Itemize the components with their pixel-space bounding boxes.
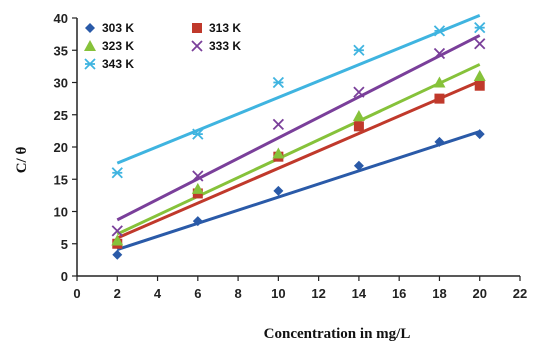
legend-label-343-k: 343 K [102, 57, 134, 71]
legend-label-333-k: 333 K [209, 39, 241, 53]
data-point-343-k [474, 22, 486, 34]
data-point-333-k [433, 47, 446, 60]
data-point-343-k [433, 25, 446, 37]
x-tick-label: 16 [392, 286, 406, 301]
data-point-313-k [353, 121, 364, 132]
fit-line-323-k [116, 63, 481, 236]
fit-line-343-k [116, 14, 481, 165]
x-marker-stroke [272, 118, 285, 131]
y-axis-title: C/ θ [14, 147, 30, 174]
legend-label-323-k: 323 K [102, 39, 134, 53]
data-point-313-k [434, 93, 445, 104]
legend-marker-343-k [84, 58, 96, 70]
legend-marker-303-k [85, 23, 95, 33]
data-point-323-k [473, 70, 486, 82]
x-marker-stroke [192, 170, 204, 182]
x-tick-label: 4 [154, 286, 162, 301]
data-point-343-k [272, 76, 285, 89]
data-point-323-k [191, 182, 204, 194]
fit-line-303-k [116, 130, 481, 251]
data-point-303-k [353, 160, 364, 171]
data-point-343-k [111, 167, 123, 179]
x-tick-label: 14 [352, 286, 367, 301]
data-point-333-k [272, 118, 285, 131]
y-tick-label: 40 [54, 11, 68, 26]
fit-line-333-k [116, 34, 481, 222]
data-point-343-k [192, 128, 204, 140]
y-tick-label: 0 [61, 269, 68, 284]
data-point-303-k [273, 185, 284, 196]
data-point-303-k [434, 136, 445, 147]
data-point-323-k [111, 234, 124, 246]
data-point-333-k [192, 170, 204, 182]
x-marker-stroke [353, 86, 365, 98]
data-point-303-k [112, 249, 123, 260]
data-point-333-k [353, 86, 365, 98]
x-tick-label: 8 [234, 286, 241, 301]
data-point-333-k [474, 38, 486, 50]
data-point-313-k [474, 80, 485, 91]
x-marker-stroke [191, 40, 203, 52]
legend-marker-313-k [192, 23, 202, 33]
y-tick-label: 25 [54, 108, 68, 123]
y-tick-label: 35 [54, 43, 68, 58]
legend: 303 K 313 K 323 K 333 K 343 K [84, 21, 241, 71]
x-tick-label: 12 [311, 286, 325, 301]
y-tick-label: 5 [61, 237, 68, 252]
data-points [111, 22, 486, 260]
x-tick-label: 2 [114, 286, 121, 301]
axes: 0 2 4 6 8 10 12 14 16 18 20 22 0 5 10 15 20 25 30 35 40 [54, 11, 528, 301]
x-tick-label: 18 [432, 286, 446, 301]
data-point-343-k [353, 44, 365, 56]
x-marker-stroke [433, 47, 446, 60]
legend-marker-323-k [84, 40, 96, 51]
y-tick-label: 30 [54, 76, 68, 91]
y-tick-label: 15 [54, 172, 68, 187]
x-axis-title: Concentration in mg/L [264, 326, 411, 342]
x-tick-label: 10 [271, 286, 285, 301]
data-point-303-k [192, 216, 203, 227]
y-tick-label: 10 [54, 205, 68, 220]
x-tick-label: 0 [73, 286, 80, 301]
data-point-303-k [474, 129, 485, 140]
fit-lines [116, 14, 481, 251]
y-tick-label: 20 [54, 140, 68, 155]
legend-marker-333-k [191, 40, 203, 52]
data-point-323-k [352, 110, 365, 122]
data-point-323-k [433, 76, 446, 88]
x-marker-stroke [111, 225, 123, 237]
legend-label-313-k: 313 K [209, 21, 241, 35]
x-tick-label: 20 [472, 286, 486, 301]
data-point-333-k [111, 225, 123, 237]
data-point-323-k [272, 147, 285, 159]
fit-line-313-k [116, 79, 481, 240]
x-tick-label: 22 [513, 286, 527, 301]
legend-label-303-k: 303 K [102, 21, 134, 35]
x-marker-stroke [474, 38, 486, 50]
x-tick-label: 6 [194, 286, 201, 301]
